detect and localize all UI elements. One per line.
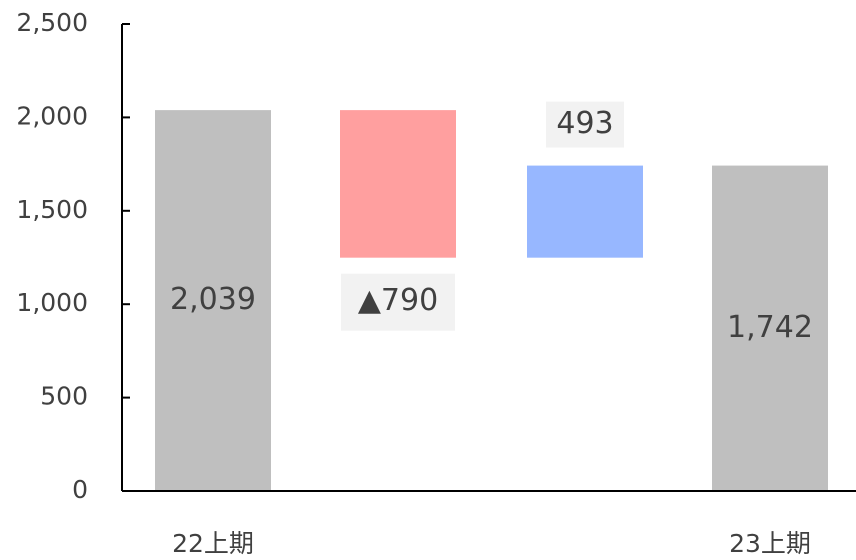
bar	[712, 165, 828, 491]
bar	[155, 110, 271, 491]
value-label: ▲790	[358, 283, 438, 318]
value-label: 2,039	[170, 282, 256, 317]
y-tick-label: 2,500	[16, 8, 88, 37]
bar	[527, 165, 643, 258]
value-label: 1,742	[727, 310, 813, 345]
bar	[340, 110, 456, 258]
y-tick-label: 2,000	[16, 101, 88, 130]
label-box	[546, 101, 624, 148]
x-tick-label: 22上期	[172, 529, 254, 558]
label-box	[341, 273, 455, 331]
y-tick-label: 0	[72, 475, 88, 504]
y-tick-label: 500	[40, 382, 88, 411]
y-tick-label: 1,500	[16, 195, 88, 224]
x-tick-label: 23上期	[729, 529, 811, 558]
y-tick-label: 1,000	[16, 288, 88, 317]
value-label: 493	[556, 106, 613, 141]
